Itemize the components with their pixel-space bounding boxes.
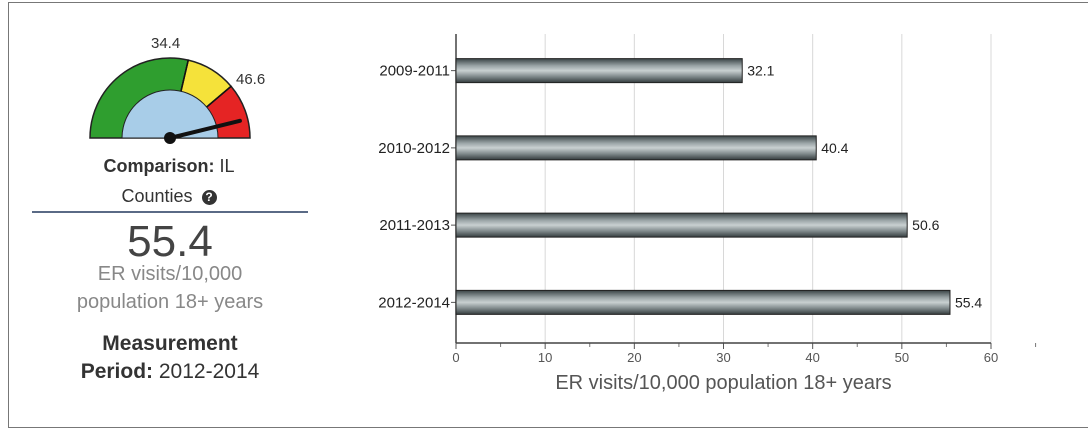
data-label: 40.4 [821, 140, 848, 156]
period-label: Period: [80, 360, 154, 383]
x-tick-label: 40 [805, 350, 819, 365]
data-label: 50.6 [912, 217, 939, 233]
comparison-value-line2: Counties [121, 186, 193, 206]
gauge-threshold-low-tick [180, 59, 189, 92]
labels: 0 10 20 30 40 50 60 2009-2011 32.1 2010-2012 40.4 2… [378, 63, 998, 394]
period-value: 2012-2014 [158, 360, 260, 383]
measurement-label: Measurement [102, 332, 238, 355]
comparison-value: IL [219, 156, 235, 176]
comparison-label: Comparison: [103, 156, 215, 176]
comparison-text: Comparison: IL Counties ? [30, 151, 308, 211]
divider [32, 211, 308, 213]
measurement-period: Measurement Period: 2012-2014 [30, 330, 310, 386]
gauge-needle [168, 118, 242, 140]
category-label: 2010-2012 [378, 140, 450, 157]
x-axis-title: ER visits/10,000 population 18+ years [555, 372, 891, 394]
bars [455, 58, 951, 315]
data-label: 32.1 [747, 63, 774, 79]
gauge-svg [89, 57, 251, 144]
x-tick-label: 0 [452, 350, 459, 365]
bar [455, 289, 951, 315]
unit-line-2: population 18+ years [76, 291, 264, 313]
gauge-threshold-high-label: 46.6 [236, 71, 266, 88]
unit-line-1: ER visits/10,000 [97, 263, 243, 285]
x-tick-label: 20 [627, 350, 641, 365]
x-tick-label: 30 [716, 350, 730, 365]
comparison-gauge [70, 30, 270, 150]
bar [455, 212, 908, 238]
bar [455, 135, 817, 161]
gauge-threshold-high-tick [206, 85, 232, 108]
gauge-inner-dial [121, 89, 219, 139]
gauge-needle-hub [164, 132, 176, 144]
category-label: 2009-2011 [379, 63, 450, 80]
category-label: 2011-2013 [379, 217, 450, 234]
data-label: 55.4 [955, 294, 982, 310]
x-tick-label: 10 [538, 350, 552, 365]
x-tick-label: 50 [895, 350, 909, 365]
x-tick-label: 60 [984, 350, 998, 365]
unit-text: ER visits/10,000 population 18+ years [30, 260, 310, 316]
category-label: 2012-2014 [378, 294, 450, 311]
gauge-threshold-low-label: 34.4 [151, 35, 181, 52]
current-value: 55.4 [127, 217, 213, 266]
bar [455, 58, 743, 84]
help-icon[interactable]: ? [201, 190, 217, 205]
